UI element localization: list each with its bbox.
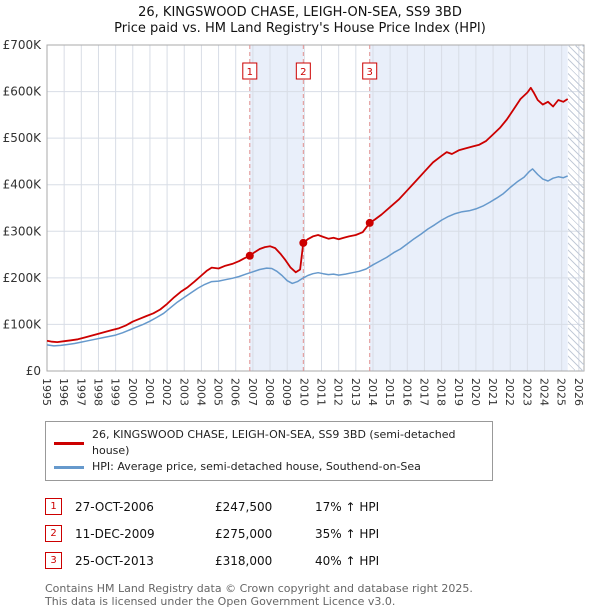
x-axis-label: 2018 [435,378,448,406]
license-footer: Contains HM Land Registry data © Crown c… [45,582,600,608]
sale-number: 3 [367,67,373,78]
transaction-price: £275,000 [215,526,273,541]
x-axis-label: 1995 [40,378,53,406]
y-axis-label: £700K [3,39,43,52]
transaction-hpi-delta: 40% ↑ HPI [315,553,380,568]
legend-entry-price: 26, KINGSWOOD CHASE, LEIGH-ON-SEA, SS9 3… [54,427,484,459]
sale-number: 2 [300,67,306,78]
x-axis-label: 2000 [126,378,139,406]
legend-entry-hpi: HPI: Average price, semi-detached house,… [54,459,484,475]
x-axis-label: 1998 [91,378,104,406]
x-axis-label: 2015 [383,378,396,406]
x-axis-label: 2020 [469,378,482,406]
transaction-date: 27-OCT-2006 [75,499,154,514]
hpi-line [46,168,568,347]
legend-label-hpi: HPI: Average price, semi-detached house,… [92,460,421,473]
x-axis-label: 2010 [297,378,310,406]
y-axis-label: £500K [3,131,43,145]
legend-label-price: 26, KINGSWOOD CHASE, LEIGH-ON-SEA, SS9 3… [92,428,456,457]
plot-border [46,44,585,372]
transaction-hpi-delta: 17% ↑ HPI [315,499,380,514]
y-axis-label: £100K [3,317,43,331]
transaction-row: 2 11-DEC-2009 £275,000 35% ↑ HPI [45,520,600,547]
x-axis-label: 2001 [143,378,156,406]
sale-marker [245,251,254,260]
transaction-row: 1 27-OCT-2006 £247,500 17% ↑ HPI [45,493,600,520]
x-axis-label: 2017 [417,378,430,406]
legend-swatch-price-line [54,441,84,445]
sale-marker [365,218,374,227]
x-axis-label: 2019 [452,378,465,406]
chart-legend: 26, KINGSWOOD CHASE, LEIGH-ON-SEA, SS9 3… [45,421,493,481]
x-axis-label: 2009 [280,378,293,406]
price-chart: £0 £100K £200K £300K £400K £500K £600K £700K 199… [0,39,600,419]
transaction-row: 3 25-OCT-2013 £318,000 40% ↑ HPI [45,547,600,574]
chart-header: 26, KINGSWOOD CHASE, LEIGH-ON-SEA, SS9 3… [0,0,600,37]
page-subtitle: Price paid vs. HM Land Registry's House … [114,21,486,36]
x-axis-label: 2003 [177,378,190,406]
y-axis-label: £0 [26,364,41,378]
x-axis-label: 2011 [315,378,328,406]
transaction-hpi-delta: 35% ↑ HPI [315,526,380,541]
transaction-date: 11-DEC-2009 [75,526,155,541]
transaction-price: £318,000 [215,553,273,568]
x-axis-label: 1999 [109,378,122,406]
sale-number-box [295,62,311,80]
transaction-marker: 1 [45,498,62,515]
x-axis-label: 2007 [246,378,259,406]
page-title: 26, KINGSWOOD CHASE, LEIGH-ON-SEA, SS9 3… [138,5,462,20]
shaded-period [249,45,304,371]
y-axis-label: £400K [3,178,43,192]
sale-number-box [242,62,258,80]
x-axis-label: 2013 [349,378,362,406]
price-chart-canvas: £0 £100K £200K £300K £400K £500K £600K £700K 199… [3,39,585,406]
x-axis-label: 2006 [229,378,242,406]
y-axis-label: £600K [3,85,43,99]
sale-number: 1 [247,67,253,78]
transaction-date: 25-OCT-2013 [75,553,154,568]
transaction-marker: 3 [45,552,62,569]
x-axis-label: 2024 [538,378,551,406]
y-axis-label: £300K [3,224,43,238]
x-axis-label: 2014 [366,378,379,406]
transaction-marker: 2 [45,525,62,542]
sale-number-box [362,62,378,80]
y-axis-label: £200K [3,271,43,285]
x-axis-label: 1997 [74,378,87,406]
footer-line-licence: This data is licensed under the Open Gov… [45,595,396,608]
x-axis-label: 2025 [555,378,568,406]
transaction-price: £247,500 [215,499,273,514]
x-axis-label: 2022 [503,378,516,406]
x-axis-label: 2023 [520,378,533,406]
x-axis-label: 1996 [57,378,70,406]
transaction-list: 1 27-OCT-2006 £247,500 17% ↑ HPI 2 11-DE… [45,493,600,574]
x-axis-label: 2002 [160,378,173,406]
x-axis-label: 2016 [400,378,413,406]
legend-swatch-hpi-line [54,465,84,469]
x-axis-label: 2004 [194,378,207,406]
footer-line-copyright: Contains HM Land Registry data © Crown c… [45,582,473,595]
sale-marker [299,238,308,247]
x-axis-label: 2012 [332,378,345,406]
x-axis-label: 2005 [212,378,225,406]
x-axis-label: 2021 [486,378,499,406]
shaded-period [369,45,568,371]
x-axis-label: 2008 [263,378,276,406]
x-axis-label: 2026 [572,378,585,406]
